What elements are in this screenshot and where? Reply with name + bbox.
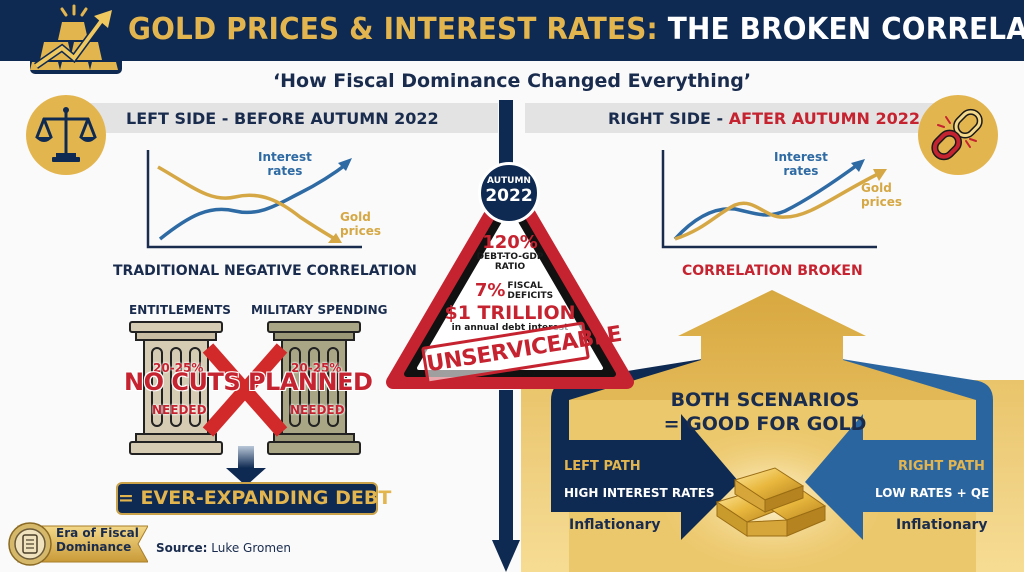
entitlements-needed: NEEDED bbox=[152, 403, 207, 417]
stat-annual-interest: $1 TRILLION in annual debt interest bbox=[444, 302, 576, 333]
right-section-header-bar bbox=[525, 103, 937, 133]
broken-chain-icon bbox=[931, 108, 983, 161]
left-section-heading: LEFT SIDE - BEFORE AUTUMN 2022 bbox=[126, 109, 439, 128]
both-scenarios-heading: BOTH SCENARIOS = GOOD FOR GOLD bbox=[663, 389, 867, 435]
stat-debt-to-gdp: 120% DEBT-TO-GDP RATIO bbox=[476, 232, 544, 273]
arrow-down-icon bbox=[492, 540, 520, 572]
left-correlation-chart bbox=[146, 150, 362, 249]
timeline-divider-bottom bbox=[499, 390, 513, 550]
no-cuts-planned-overlay: NO CUTS PLANNED bbox=[124, 368, 373, 396]
right-path-desc: LOW RATES + QE bbox=[875, 486, 990, 500]
right-section-heading: RIGHT SIDE - AFTER AUTUMN 2022 bbox=[608, 109, 920, 128]
left-chart-caption: TRADITIONAL NEGATIVE CORRELATION bbox=[113, 263, 417, 279]
badge-text: Era of Fiscal Dominance bbox=[56, 526, 139, 554]
flow-arrows-diagram bbox=[551, 290, 993, 572]
page-title: GOLD PRICES & INTEREST RATES: THE BROKEN… bbox=[128, 12, 1024, 47]
scales-icon-circle bbox=[26, 95, 106, 175]
left-path-desc: HIGH INTEREST RATES bbox=[564, 486, 715, 500]
timeline-divider-top bbox=[499, 100, 513, 180]
left-path-title: LEFT PATH bbox=[564, 459, 641, 474]
right-chart-label-gold: Gold prices bbox=[861, 181, 903, 209]
gold-bars-rising-arrow-icon bbox=[30, 4, 122, 74]
entitlements-pct: 20-25% bbox=[153, 361, 204, 375]
right-path-title: RIGHT PATH bbox=[898, 459, 985, 474]
autumn-2022-badge: AUTUMN 2022 bbox=[478, 162, 540, 224]
military-pct: 20-25% bbox=[291, 361, 342, 375]
pillar-entitlements-icon bbox=[129, 321, 223, 455]
left-section-header-bar bbox=[70, 103, 498, 133]
scales-of-justice-icon bbox=[35, 107, 97, 162]
pillar-military-icon bbox=[267, 321, 361, 455]
left-chart-label-gold: Gold prices bbox=[340, 210, 382, 238]
left-path-sub: Inflationary bbox=[569, 517, 661, 533]
right-chart-label-interest: Interest rates bbox=[774, 150, 828, 178]
pillar-label-military: MILITARY SPENDING bbox=[251, 303, 388, 317]
right-chart-caption: CORRELATION BROKEN bbox=[682, 263, 863, 279]
header-bar bbox=[0, 0, 1024, 61]
broken-chain-icon-circle bbox=[918, 95, 998, 175]
stat-fiscal-deficits: 7% FISCAL DEFICITS bbox=[474, 280, 554, 301]
right-correlation-chart bbox=[661, 150, 887, 249]
page-subtitle: ‘How Fiscal Dominance Changed Everything… bbox=[272, 70, 752, 92]
source-credit: Source: Luke Gromen bbox=[156, 541, 292, 555]
right-path-sub: Inflationary bbox=[896, 517, 988, 533]
left-chart-label-interest: Interest rates bbox=[258, 150, 312, 178]
pillar-label-entitlements: ENTITLEMENTS bbox=[129, 303, 231, 317]
red-x-cross-icon bbox=[202, 343, 288, 437]
arrow-down-icon bbox=[226, 446, 266, 486]
ever-expanding-debt-box: = EVER-EXPANDING DEBT bbox=[116, 482, 391, 515]
military-needed: NEEDED bbox=[290, 403, 345, 417]
era-fiscal-dominance-badge bbox=[8, 522, 148, 566]
